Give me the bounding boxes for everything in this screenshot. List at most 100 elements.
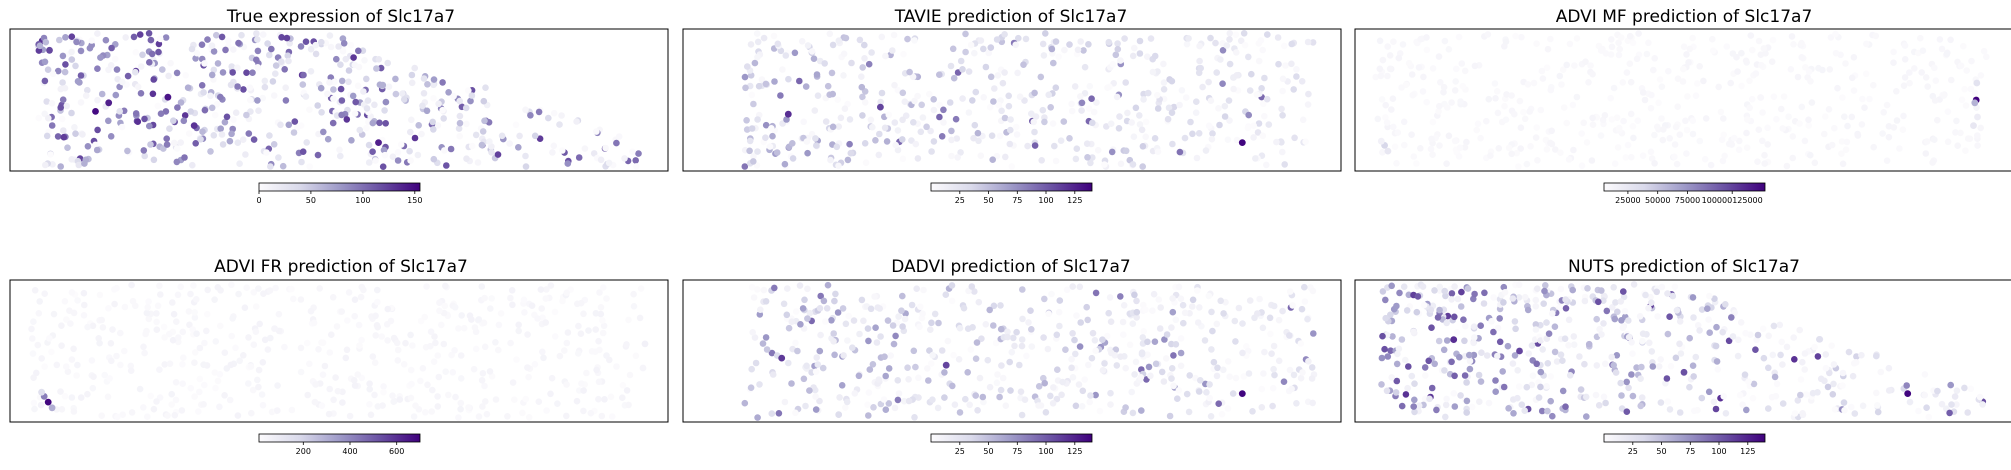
scatter-point: [1290, 371, 1298, 379]
scatter-point: [143, 309, 151, 317]
scatter-point: [1017, 388, 1025, 396]
colorbar-ticks: 0 50 100 150: [256, 191, 422, 205]
scatter-point: [328, 331, 335, 339]
scatter-point: [255, 366, 263, 374]
scatter-point: [216, 403, 223, 411]
scatter-point: [1301, 283, 1308, 291]
scatter-point: [751, 334, 759, 341]
scatter-point: [29, 335, 36, 342]
scatter-point: [389, 392, 396, 400]
panel-true-expression: True expression of Slc17a7 0 50 100 150: [9, 7, 669, 205]
scatter-point: [1252, 155, 1259, 162]
scatter-point: [969, 97, 976, 104]
scatter-point: [82, 92, 90, 99]
scatter-point: [281, 66, 289, 73]
scatter-point: [1558, 81, 1565, 88]
scatter-point: [870, 404, 877, 411]
scatter-point: [876, 305, 883, 312]
scatter-point: [1607, 51, 1615, 58]
scatter-point: [1130, 133, 1138, 140]
scatter-point: [1520, 108, 1527, 116]
scatter-point: [73, 38, 80, 46]
scatter-point: [1219, 47, 1227, 54]
scatter-point: [559, 297, 566, 305]
scatter-point: [129, 297, 137, 305]
scatter-point: [894, 377, 902, 384]
scatter-point: [378, 333, 386, 340]
scatter-point: [445, 89, 452, 96]
scatter-point: [1595, 298, 1602, 306]
scatter-point: [1666, 313, 1673, 321]
scatter-point: [163, 135, 170, 142]
colorbar-tick-label: 0: [256, 196, 261, 205]
scatter-point: [1807, 78, 1814, 85]
scatter-point: [909, 73, 917, 81]
scatter-point: [54, 67, 62, 75]
scatter-point: [1185, 35, 1192, 42]
scatter-point: [1709, 47, 1717, 54]
scatter-point: [1209, 327, 1216, 335]
scatter-point: [1783, 162, 1791, 170]
scatter-point: [117, 329, 124, 337]
scatter-point: [1207, 34, 1214, 42]
scatter-point: [1516, 347, 1523, 355]
scatter-point: [1559, 66, 1567, 73]
scatter-point: [351, 296, 359, 304]
scatter-point: [1848, 74, 1856, 82]
scatter-point: [1946, 409, 1953, 417]
scatter-point: [918, 101, 925, 109]
colorbar-tick-label: 125: [1067, 447, 1082, 456]
scatter-point: [155, 40, 163, 48]
scatter-point: [1669, 292, 1677, 300]
scatter-point: [920, 286, 927, 294]
scatter-point: [1072, 402, 1080, 410]
scatter-point: [785, 324, 793, 332]
scatter-point: [1042, 409, 1050, 416]
scatter-point: [1672, 123, 1680, 131]
scatter-point: [455, 414, 462, 421]
scatter-point: [42, 161, 49, 169]
scatter-point: [1618, 392, 1625, 399]
scatter-point: [408, 79, 416, 87]
scatter-point: [1627, 78, 1635, 86]
scatter-point: [1267, 330, 1274, 338]
scatter-point: [297, 368, 305, 376]
scatter-point: [804, 315, 811, 322]
scatter-point: [962, 48, 969, 56]
scatter-point: [972, 88, 980, 96]
scatter-point: [1419, 283, 1427, 290]
scatter-point: [1840, 399, 1848, 406]
scatter-point: [114, 413, 121, 421]
scatter-point: [746, 137, 754, 145]
scatter-point: [1566, 40, 1574, 48]
scatter-point: [1499, 368, 1506, 375]
scatter-point: [89, 384, 97, 392]
scatter-point: [266, 132, 273, 139]
scatter-point: [492, 339, 499, 346]
scatter-point: [58, 115, 66, 123]
scatter-point: [1129, 161, 1137, 168]
scatter-point: [1177, 295, 1185, 303]
scatter-point: [536, 135, 544, 142]
scatter-point: [1749, 394, 1757, 402]
scatter-point: [923, 123, 930, 131]
scatter-point: [1653, 288, 1660, 296]
scatter-point: [521, 309, 528, 316]
scatter-point: [1529, 372, 1537, 380]
scatter-point: [1794, 397, 1802, 404]
scatter-point: [1436, 283, 1444, 291]
scatter-point: [1746, 104, 1753, 112]
scatter-point: [1054, 366, 1061, 374]
scatter-point: [227, 81, 235, 89]
scatter-point: [1205, 292, 1213, 300]
scatter-point: [1293, 400, 1300, 407]
scatter-point: [964, 369, 971, 376]
scatter-point: [1925, 413, 1933, 421]
scatter-point: [587, 409, 595, 417]
scatter-point: [1589, 121, 1597, 128]
scatter-point: [326, 385, 334, 393]
scatter-point: [1087, 392, 1094, 399]
scatter-point: [1921, 371, 1929, 378]
scatter-point: [1543, 319, 1550, 326]
scatter-point: [1417, 145, 1424, 152]
